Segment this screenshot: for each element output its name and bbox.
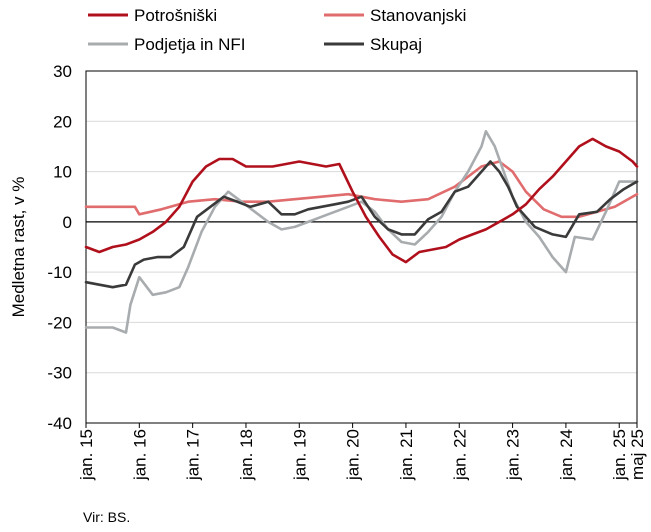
series-line-1: [84, 160, 639, 219]
x-tick-label: maj 25: [628, 429, 647, 480]
y-tick-label: 20: [53, 112, 72, 131]
series-line-3: [84, 160, 639, 289]
source-note: Vir: BS.: [83, 509, 130, 525]
y-tick-label: -30: [47, 364, 72, 383]
y-tick-label: 30: [53, 62, 72, 81]
legend-label: Potrošniški: [134, 6, 217, 25]
x-tick-label: jan. 25: [610, 429, 629, 481]
y-tick-label: 10: [53, 163, 72, 182]
x-tick-label: jan. 24: [557, 429, 576, 481]
series-line-2: [84, 130, 639, 334]
x-tick-label: jan. 23: [504, 429, 523, 481]
plot-frame: [85, 70, 638, 424]
y-tick-label: -10: [47, 263, 72, 282]
y-axis-label: Medletna rast, v %: [9, 177, 28, 318]
series-line-0: [84, 137, 639, 264]
x-tick-label: jan. 18: [237, 429, 256, 481]
x-axis-ticks: jan. 15 jan. 16 jan. 17 jan. 18 jan. 19 jan. …: [77, 423, 647, 481]
legend-label: Podjetja in NFI: [134, 35, 246, 54]
y-tick-label: 0: [63, 213, 72, 232]
legend: Potrošniški Stanovanjski Podjetja in NFI Sk…: [88, 6, 466, 54]
x-tick-label: jan. 20: [344, 429, 363, 481]
series-lines: [84, 130, 639, 334]
legend-label: Stanovanjski: [370, 6, 466, 25]
y-tick-label: -40: [47, 414, 72, 433]
x-tick-label: jan. 16: [130, 429, 149, 481]
x-tick-label: jan. 22: [450, 429, 469, 481]
legend-label: Skupaj: [370, 35, 422, 54]
x-tick-label: jan. 19: [290, 429, 309, 481]
x-tick-label: jan. 17: [184, 429, 203, 481]
y-axis-ticks: 30 20 10 0 -10 -20 -30 -40: [47, 62, 72, 433]
y-tick-label: -20: [47, 313, 72, 332]
gridlines: [86, 120, 637, 374]
x-tick-label: jan. 15: [77, 429, 96, 481]
x-tick-label: jan. 21: [397, 429, 416, 481]
